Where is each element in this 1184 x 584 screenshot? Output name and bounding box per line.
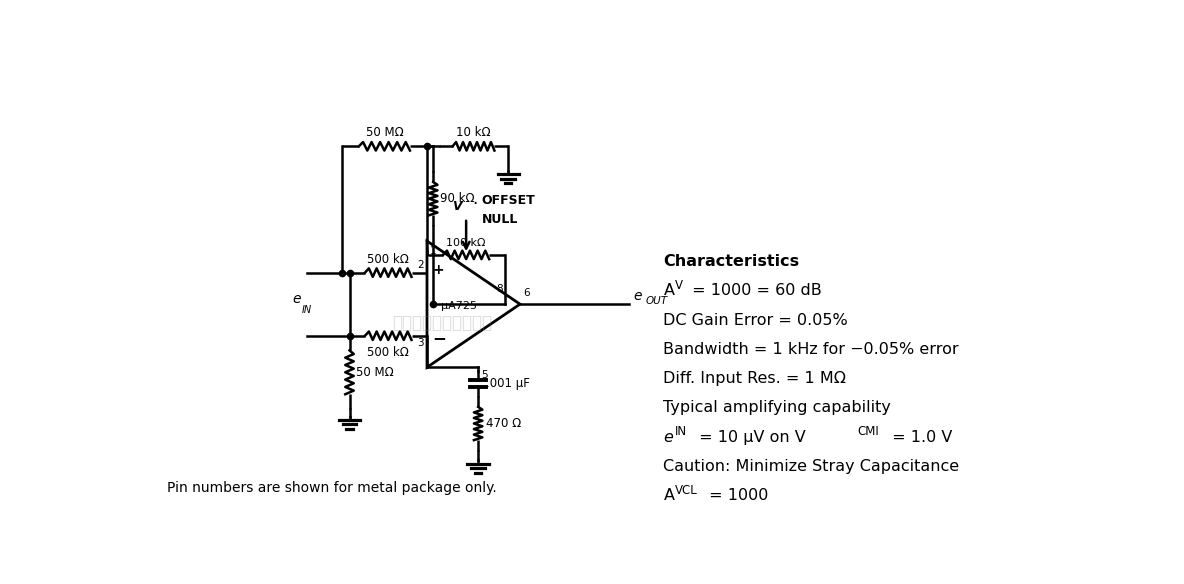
Text: Caution: Minimize Stray Capacitance: Caution: Minimize Stray Capacitance — [663, 459, 959, 474]
Text: e: e — [663, 430, 674, 444]
Text: +: + — [432, 263, 444, 276]
Text: 100 kΩ: 100 kΩ — [446, 238, 485, 248]
Text: 杭州将睿科技有限公司: 杭州将睿科技有限公司 — [393, 314, 493, 332]
Text: 500 kΩ: 500 kΩ — [367, 346, 410, 359]
Text: V: V — [452, 200, 462, 213]
Text: IN: IN — [302, 305, 313, 315]
Text: DC Gain Error = 0.05%: DC Gain Error = 0.05% — [663, 312, 848, 328]
Text: 470 Ω: 470 Ω — [485, 417, 521, 430]
Text: e: e — [633, 290, 642, 304]
Text: 5: 5 — [481, 370, 488, 380]
Text: 1: 1 — [430, 246, 437, 256]
Text: A: A — [663, 488, 675, 503]
Text: OUT: OUT — [645, 296, 668, 306]
Text: Characteristics: Characteristics — [663, 254, 799, 269]
Text: ·: · — [472, 195, 477, 213]
Text: IN: IN — [675, 425, 687, 438]
Text: CMI: CMI — [857, 425, 879, 438]
Text: 50 MΩ: 50 MΩ — [356, 366, 394, 379]
Text: Diff. Input Res. = 1 MΩ: Diff. Input Res. = 1 MΩ — [663, 371, 847, 386]
Text: −: − — [432, 329, 446, 347]
Text: μA725: μA725 — [440, 301, 477, 311]
Text: .001 μF: .001 μF — [485, 377, 529, 390]
Text: 8: 8 — [496, 284, 503, 294]
Text: V: V — [675, 279, 683, 292]
Text: 90 kΩ: 90 kΩ — [440, 192, 475, 205]
Text: NULL: NULL — [482, 213, 519, 226]
Text: 10 kΩ: 10 kΩ — [456, 126, 491, 140]
Text: = 1000: = 1000 — [703, 488, 768, 503]
Text: Pin numbers are shown for metal package only.: Pin numbers are shown for metal package … — [167, 481, 497, 495]
Text: = 10 μV on V: = 10 μV on V — [694, 430, 805, 444]
Text: = 1000 = 60 dB: = 1000 = 60 dB — [687, 283, 822, 298]
Text: = 1.0 V: = 1.0 V — [887, 430, 952, 444]
Text: 3: 3 — [417, 339, 424, 349]
Text: OFFSET: OFFSET — [482, 194, 535, 207]
Text: 2: 2 — [417, 260, 424, 270]
Text: Bandwidth = 1 kHz for −0.05% error: Bandwidth = 1 kHz for −0.05% error — [663, 342, 959, 357]
Text: 6: 6 — [523, 287, 529, 298]
Text: A: A — [663, 283, 675, 298]
Text: 500 kΩ: 500 kΩ — [367, 253, 410, 266]
Text: VCL: VCL — [675, 484, 699, 496]
Text: 50 MΩ: 50 MΩ — [366, 126, 404, 140]
Text: e: e — [292, 292, 301, 306]
Text: Typical amplifying capability: Typical amplifying capability — [663, 401, 892, 415]
